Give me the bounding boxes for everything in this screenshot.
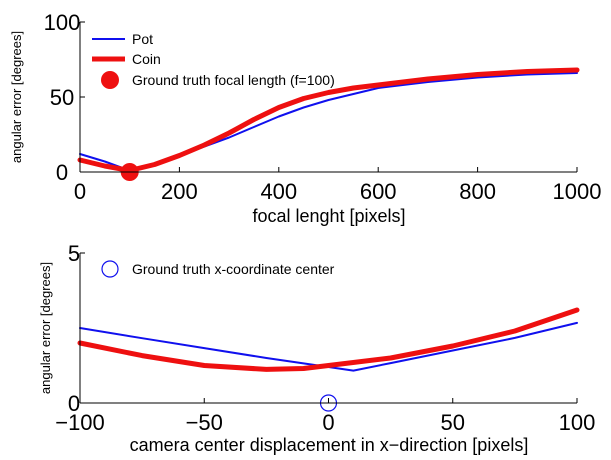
chart-focal-length: 0 200 400 600 800 1000 0 50 100 focal lenght [p… <box>9 10 601 226</box>
x-tick-label: 200 <box>161 179 198 204</box>
x-tick-label: 800 <box>459 179 496 204</box>
x-tick-label: −50 <box>186 410 223 435</box>
x-ticks: 0 200 400 600 800 1000 <box>74 167 602 204</box>
y-tick-label: 5 <box>68 241 80 266</box>
y-tick-label: 50 <box>50 85 74 110</box>
x-tick-label: 0 <box>322 410 334 435</box>
y-tick-label: 0 <box>56 160 68 185</box>
plot-area <box>77 307 580 412</box>
legend: Pot Coin Ground truth focal length (f=10… <box>92 31 335 89</box>
chart-center-displacement: −100 −50 0 50 100 05 camera center displacem… <box>38 241 595 455</box>
series-line-coin <box>77 307 580 372</box>
legend-label-ground-truth: Ground truth x-coordinate center <box>132 261 335 277</box>
y-axis-label: angular error [degrees] <box>9 31 24 163</box>
x-axis-label: camera center displacement in x−directio… <box>130 435 529 455</box>
y-axis-label: angular error [degrees] <box>38 262 53 394</box>
legend-label-coin: Coin <box>132 51 161 67</box>
legend-marker-ground-truth <box>101 71 119 89</box>
x-ticks: −100 −50 0 50 100 <box>55 398 595 435</box>
x-axis-label: focal lenght [pixels] <box>252 206 405 226</box>
x-tick-label: −100 <box>55 410 105 435</box>
y-ticks: 0 50 100 <box>44 10 85 185</box>
y-tick-label: 100 <box>44 10 81 35</box>
legend-label-ground-truth: Ground truth focal length (f=100) <box>132 72 335 88</box>
x-tick-label: 50 <box>441 410 465 435</box>
y-ticks: 05 <box>68 241 85 416</box>
legend-marker-ground-truth <box>101 260 119 278</box>
x-tick-label: 1000 <box>553 179 602 204</box>
y-tick-label: 0 <box>68 391 80 416</box>
x-tick-label: 600 <box>360 179 397 204</box>
x-tick-label: 400 <box>260 179 297 204</box>
series-line-pot <box>79 321 578 372</box>
x-tick-label: 100 <box>559 410 596 435</box>
x-tick-label: 0 <box>74 179 86 204</box>
legend: Ground truth x-coordinate center <box>101 260 335 278</box>
series-line-coin <box>77 67 580 173</box>
legend-label-pot: Pot <box>132 31 153 47</box>
